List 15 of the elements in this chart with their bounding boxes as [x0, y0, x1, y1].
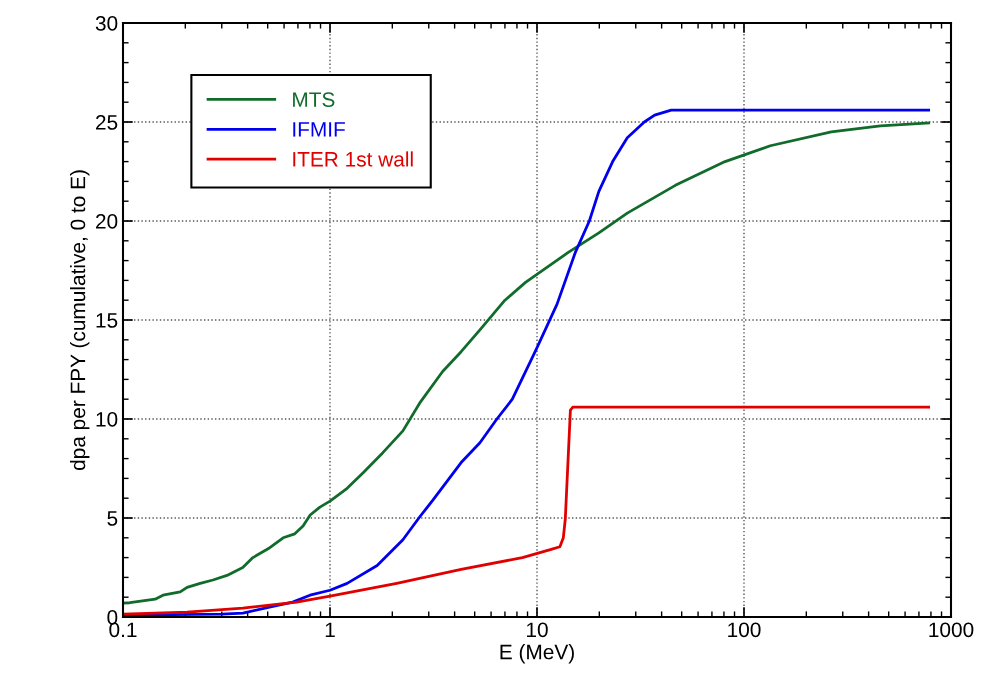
y-tick-label: 5: [107, 511, 118, 526]
legend-label: MTS: [293, 92, 335, 107]
x-tick-label: 1000: [929, 622, 974, 638]
y-tick-label: 15: [96, 313, 118, 328]
y-tick-label: 30: [95, 16, 118, 31]
x-tick-label: 100: [728, 622, 761, 638]
legend-label: ITER 1st wall: [293, 151, 413, 167]
y-tick-label: 20: [96, 214, 118, 229]
x-axis-title: E (MeV): [500, 644, 574, 664]
y-tick-label: 10: [96, 412, 118, 427]
legend-label: IFMIF: [293, 122, 345, 137]
y-tick-label: 25: [96, 115, 118, 130]
x-tick-label: 10: [527, 622, 548, 638]
x-tick-label: 1: [325, 622, 335, 637]
y-axis-title: dpa per FPY (cumulative, 0 to E): [69, 170, 90, 471]
